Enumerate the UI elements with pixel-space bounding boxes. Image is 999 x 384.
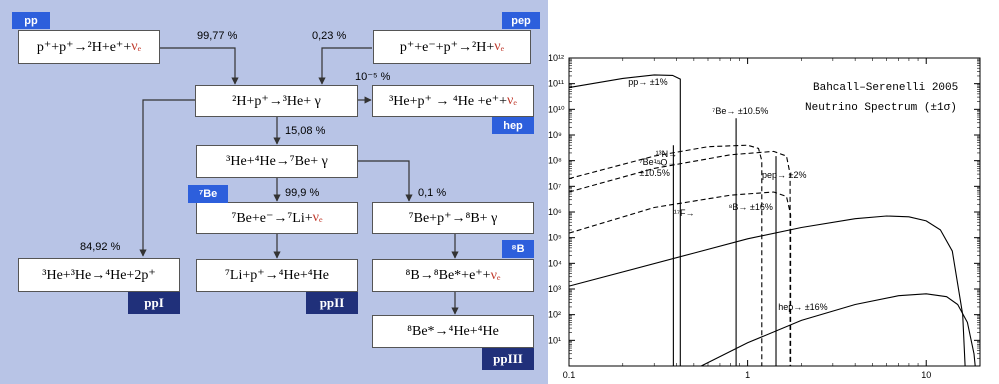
neutrino-spectrum-chart: 10¹10²10³10⁴10⁵10⁶10⁷10⁸10⁹10¹⁰10¹¹10¹² …: [548, 53, 981, 380]
x-tick-label: 0.1: [563, 370, 576, 380]
series-label: ¹⁷F→: [674, 208, 695, 218]
series-label: ⁸B→ ±16%: [729, 202, 773, 212]
arrow-pep-to-deuterium: [318, 47, 372, 85]
reaction-hep: ³He+p⁺ → ⁴He +e⁺+ νₑ: [372, 85, 534, 117]
reaction-be7-electron-capture: ⁷Be+e⁻→⁷Li+ νₑ: [196, 202, 358, 234]
y-tick-label: 10²: [548, 310, 561, 320]
reaction-he3-he4: ³He+⁴He→⁷Be+ γ: [196, 145, 358, 178]
neutrino-symbol: νₑ: [506, 93, 517, 108]
branch-pct-be7e: 99,9 %: [285, 187, 320, 199]
y-tick-label: 10⁴: [548, 258, 562, 268]
series-line: [568, 74, 681, 366]
y-tick-label: 10¹¹: [548, 79, 564, 89]
arrow-he34-to-be7p: [358, 160, 413, 202]
x-tick-label: 10: [921, 370, 931, 380]
reaction-pep: p⁺+e⁻+p⁺→²H+ νₑ: [373, 30, 531, 64]
arrow-deuterium-to-he33: [139, 99, 195, 257]
y-tick-label: 10⁹: [548, 130, 562, 140]
y-tick-label: 10⁶: [548, 207, 562, 217]
series-label: ¹³N→: [656, 149, 678, 159]
plot-frame: [568, 57, 981, 367]
series-line: [568, 215, 966, 367]
branch-pct-he33: 84,92 %: [80, 241, 121, 253]
reaction-he3-he3: ³He+³He→⁴He+2p⁺: [18, 258, 180, 292]
series-line: [700, 293, 976, 367]
tag-pep: pep: [502, 12, 540, 29]
pp-chain-diagram: p⁺+p⁺→²H+e⁺+ νₑ p⁺+e⁻+p⁺→²H+ νₑ ²H+p⁺→³He+…: [0, 0, 548, 384]
reaction-li7-proton: ⁷Li+p⁺→⁴He+⁴He: [196, 259, 358, 292]
branch-pct-he34: 15,08 %: [285, 125, 326, 137]
neutrino-symbol: νₑ: [490, 267, 501, 283]
y-tick-label: 10¹: [548, 335, 561, 345]
chart-subtitle: Neutrino Spectrum (±1σ): [805, 102, 957, 114]
chain-tag-ppIII: ppIII: [482, 348, 534, 370]
y-tick-label: 10³: [548, 284, 561, 294]
neutrino-symbol: νₑ: [312, 210, 323, 225]
reaction-be8-decay: ⁸Be*→⁴He+⁴He: [372, 315, 534, 348]
series-line: [568, 150, 791, 366]
chart-title: Bahcall–Serenelli 2005: [813, 82, 958, 94]
y-tick-label: 10⁸: [548, 156, 562, 166]
line-spectrum-label: pep→ ±2%: [762, 170, 806, 180]
neutrino-symbol: νₑ: [131, 39, 142, 54]
y-tick-label: 10¹²: [548, 53, 564, 63]
branch-pct-pep: 0,23 %: [312, 30, 347, 42]
reaction-b8-decay: ⁸B→⁸Be*+e⁺+ νₑ: [372, 259, 534, 292]
y-tick-label: 10¹⁰: [548, 104, 565, 114]
y-tick-label: 10⁵: [548, 233, 562, 243]
series-line: [568, 191, 792, 366]
chain-tag-ppII: ppII: [306, 292, 358, 314]
tag-be7: ⁷Be: [188, 185, 228, 203]
series-label: ¹⁵O→: [654, 157, 677, 167]
tag-pp: pp: [12, 12, 50, 29]
series-label: hep→ ±16%: [778, 302, 827, 312]
x-tick-label: 1: [745, 370, 750, 380]
line-spectrum-label: ⁷Be→ ±10.5%: [712, 106, 768, 116]
arrow-pp-to-deuterium: [160, 47, 239, 85]
reaction-deuterium-burning: ²H+p⁺→³He+ γ: [195, 85, 358, 117]
branch-pct-hep: 10⁻⁵ %: [355, 71, 391, 83]
branch-pct-pp: 99,77 %: [197, 30, 238, 42]
reaction-pp: p⁺+p⁺→²H+e⁺+ νₑ: [18, 30, 160, 64]
tag-b8: ⁸B: [502, 240, 534, 258]
line-spectrum-label: ⁷Be→: [639, 157, 662, 167]
reaction-be7-proton-capture: ⁷Be+p⁺→⁸B+ γ: [372, 202, 534, 234]
y-tick-label: 10⁷: [548, 181, 561, 191]
line-spectrum-label: ±10.5%: [639, 168, 669, 178]
series-label: pp→ ±1%: [628, 77, 667, 87]
reaction-arrows: [139, 47, 459, 315]
neutrino-symbol: νₑ: [494, 39, 505, 54]
branch-pct-be7p: 0,1 %: [418, 187, 447, 199]
chain-tag-ppI: ppI: [128, 292, 180, 314]
tag-hep: hep: [492, 117, 534, 134]
series-line: [568, 144, 763, 366]
